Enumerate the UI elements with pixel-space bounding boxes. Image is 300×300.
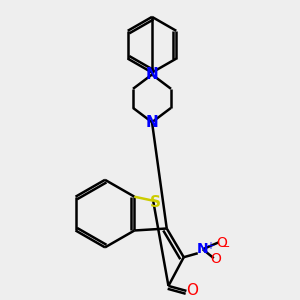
- Text: O: O: [210, 252, 221, 266]
- Text: −: −: [221, 242, 230, 252]
- Text: O: O: [186, 284, 198, 298]
- Text: N: N: [197, 242, 208, 256]
- Text: N: N: [146, 115, 158, 130]
- Text: +: +: [206, 241, 214, 251]
- Text: S: S: [150, 195, 160, 210]
- Text: N: N: [146, 67, 158, 82]
- Text: O: O: [216, 236, 227, 250]
